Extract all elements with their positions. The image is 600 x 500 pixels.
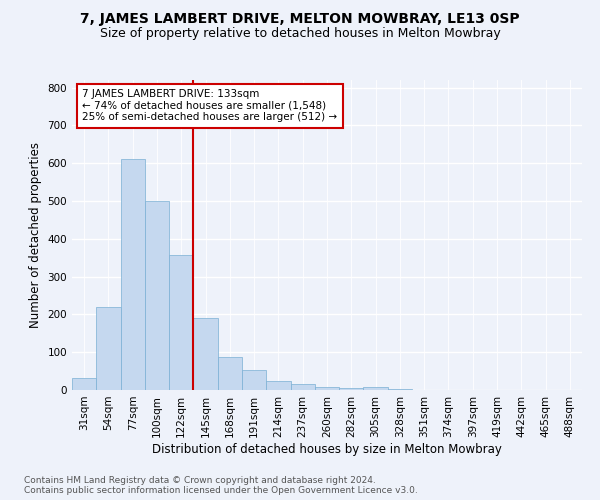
Bar: [266, 382, 290, 390]
Y-axis label: Number of detached properties: Number of detached properties: [29, 142, 42, 328]
Bar: [169, 255, 193, 390]
Bar: [339, 388, 364, 390]
Text: 7 JAMES LAMBERT DRIVE: 133sqm
← 74% of detached houses are smaller (1,548)
25% o: 7 JAMES LAMBERT DRIVE: 133sqm ← 74% of d…: [82, 90, 337, 122]
Bar: [364, 388, 388, 390]
Bar: [193, 318, 218, 390]
X-axis label: Distribution of detached houses by size in Melton Mowbray: Distribution of detached houses by size …: [152, 442, 502, 456]
Text: Size of property relative to detached houses in Melton Mowbray: Size of property relative to detached ho…: [100, 28, 500, 40]
Bar: [315, 387, 339, 390]
Text: Contains HM Land Registry data © Crown copyright and database right 2024.
Contai: Contains HM Land Registry data © Crown c…: [24, 476, 418, 495]
Bar: [218, 356, 242, 390]
Bar: [96, 307, 121, 390]
Bar: [121, 158, 145, 390]
Text: 7, JAMES LAMBERT DRIVE, MELTON MOWBRAY, LE13 0SP: 7, JAMES LAMBERT DRIVE, MELTON MOWBRAY, …: [80, 12, 520, 26]
Bar: [242, 370, 266, 390]
Bar: [290, 384, 315, 390]
Bar: [145, 201, 169, 390]
Bar: [388, 389, 412, 390]
Bar: [72, 378, 96, 390]
